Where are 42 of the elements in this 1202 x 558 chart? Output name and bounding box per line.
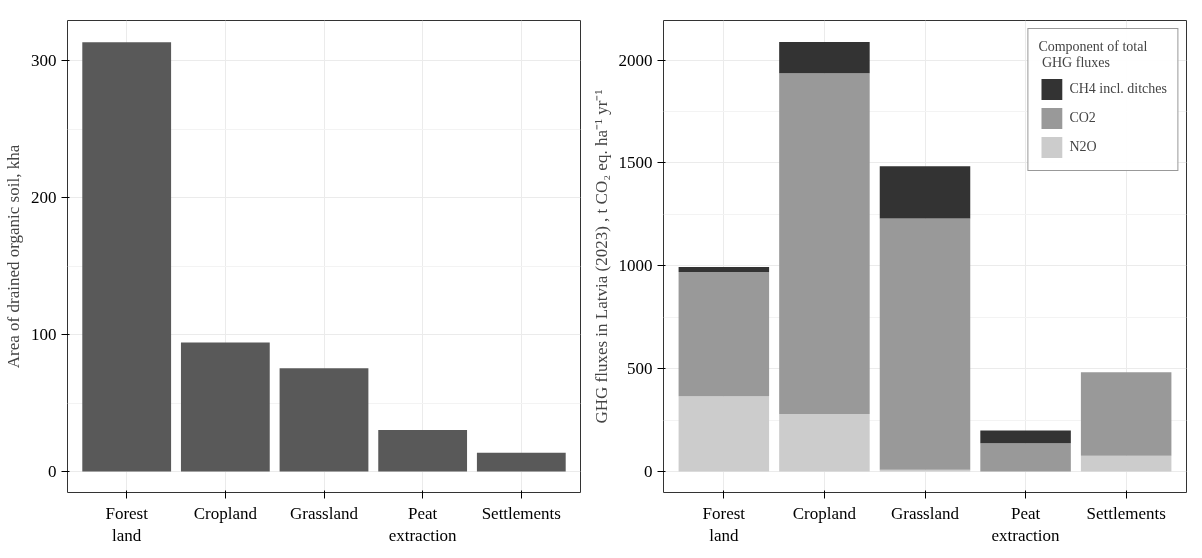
x-tick-label: Grassland [891,503,960,523]
bar [180,342,270,472]
y-tick-label: 0 [644,462,653,482]
bar [879,218,971,470]
x-tick-label: Settlements [481,503,561,523]
x-tick-label: Grassland [290,503,359,523]
bar [378,430,468,472]
bar [476,452,566,472]
x-tick-label: Peat extraction [991,503,1061,546]
x-tick-label: Settlements [1086,503,1166,523]
legend-title: Component of total GHG fluxes [1038,39,1149,71]
legend-label: CO2 [1069,110,1096,126]
x-tick-label: Cropland [792,503,857,523]
bar [779,73,870,414]
y-tick-label: 300 [31,51,57,71]
x-tick-label: Forest land [105,503,149,546]
bar [980,443,1071,472]
y-tick-label: 1500 [618,153,653,173]
bar [82,42,172,472]
bar [879,166,971,219]
bar [279,368,369,472]
legend-label: CH4 incl. ditches [1069,81,1167,97]
y-axis-title: GHG fluxes in Latvia (2023) , t CO₂ eq. ha⁻¹ yr⁻¹ [591,89,611,424]
bar [1080,455,1172,472]
bar [678,396,770,472]
y-tick-label: 2000 [618,50,653,70]
x-tick-label: Forest land [702,503,746,546]
x-tick-label: Cropland [193,503,258,523]
y-tick-label: 500 [627,359,653,379]
y-tick-label: 0 [48,461,57,481]
legend-label: N2O [1069,139,1097,155]
y-tick-label: 100 [31,325,57,345]
bar [779,41,870,74]
y-tick-label: 1000 [618,256,653,276]
bar [678,271,770,397]
x-tick-label: Peat extraction [388,503,458,546]
y-tick-label: 200 [31,188,57,208]
bar [1080,372,1172,456]
y-axis-title: Area of drained organic soil, kha [4,144,23,369]
bar [980,430,1071,444]
bar [678,266,770,272]
bar [779,413,870,472]
